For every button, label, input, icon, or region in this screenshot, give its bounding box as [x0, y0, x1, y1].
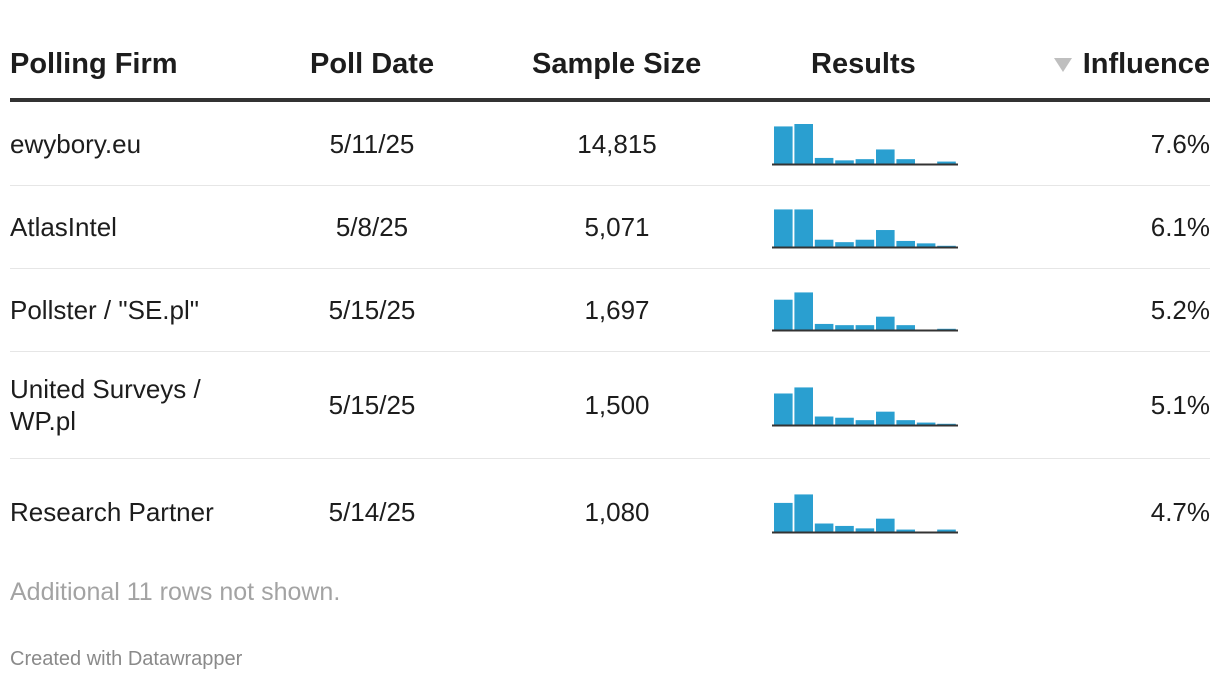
header-polling-firm[interactable]: Polling Firm	[10, 48, 178, 80]
influence-cell: 7.6%	[1150, 128, 1210, 159]
poll-date-cell: 5/15/25	[328, 390, 416, 420]
result-bar	[896, 529, 915, 532]
results-sparkbar-cell	[772, 383, 958, 427]
result-bar	[835, 525, 854, 532]
result-bar	[937, 328, 956, 330]
result-bar	[855, 158, 875, 164]
result-bar	[774, 502, 793, 532]
result-bar	[855, 239, 875, 247]
header-poll-date[interactable]: Poll Date	[310, 48, 435, 80]
result-bar	[937, 161, 956, 164]
result-bar	[876, 148, 895, 164]
result-bar	[835, 417, 854, 425]
result-bar	[876, 230, 895, 247]
datawrapper-credit: Created with Datawrapper	[10, 648, 243, 670]
polling-firm-cell: United Surveys / WP.pl	[10, 374, 201, 436]
result-bar	[896, 240, 915, 247]
result-bar	[774, 299, 793, 330]
result-bar	[855, 325, 875, 330]
influence-cell: 5.2%	[1150, 295, 1210, 325]
poll-date-cell: 5/15/25	[328, 295, 416, 325]
result-bar	[876, 316, 895, 330]
result-bar	[876, 518, 895, 532]
result-bar	[794, 494, 813, 532]
sample-size-cell: 1,697	[584, 295, 650, 325]
result-bar	[794, 123, 813, 164]
result-bar	[896, 325, 915, 330]
polling-firm-cell: AtlasIntel	[10, 212, 117, 242]
result-bar	[814, 416, 834, 425]
result-bar	[794, 292, 813, 330]
result-bar	[794, 209, 813, 247]
result-bar	[774, 125, 793, 164]
result-bar	[896, 158, 915, 164]
result-bar	[855, 528, 875, 532]
result-bar	[835, 325, 854, 330]
table-row: United Surveys / WP.pl 5/15/25 1,500 5.1%	[10, 352, 1210, 459]
result-bar	[916, 422, 936, 425]
polling-firm-cell: Pollster / "SE.pl"	[10, 295, 199, 325]
sample-size-cell: 1,080	[584, 497, 650, 527]
table-row: Research Partner 5/14/25 1,080 4.7%	[10, 459, 1210, 565]
rows-not-shown-note: Additional 11 rows not shown.	[10, 578, 341, 606]
result-bar	[855, 420, 875, 425]
result-bar	[896, 420, 915, 425]
results-sparkbar-cell	[772, 288, 958, 332]
result-bar	[794, 387, 813, 425]
poll-date-cell: 5/8/25	[335, 212, 409, 242]
poll-date-cell: 5/14/25	[328, 497, 416, 527]
result-bar	[774, 393, 793, 425]
influence-cell: 4.7%	[1150, 497, 1210, 527]
table-body: ewybory.eu 5/11/25 14,815 7.6% AtlasIntel 5/8…	[10, 102, 1210, 565]
result-bar	[774, 209, 793, 247]
header-results[interactable]: Results	[811, 48, 916, 80]
results-sparkbar-cell	[772, 122, 958, 166]
table-row: AtlasIntel 5/8/25 5,071 6.1%	[10, 186, 1210, 269]
header-sample-size[interactable]: Sample Size	[532, 48, 702, 80]
results-bar-chart	[772, 387, 958, 427]
result-bar	[814, 157, 834, 164]
table-row: Pollster / "SE.pl" 5/15/25 1,697 5.2%	[10, 269, 1210, 352]
result-bar	[937, 529, 956, 532]
table-row: ewybory.eu 5/11/25 14,815 7.6%	[10, 102, 1210, 186]
table-header: Polling Firm Poll Date Sample Size Resul…	[10, 0, 1210, 102]
result-bar	[835, 159, 854, 164]
polling-firm-cell: ewybory.eu	[10, 128, 142, 159]
result-bar	[937, 245, 956, 247]
header-influence[interactable]: Influence	[1082, 48, 1210, 80]
result-bar	[814, 523, 834, 532]
sample-size-cell: 5,071	[584, 212, 650, 242]
result-bar	[876, 411, 895, 425]
results-bar-chart	[772, 209, 958, 249]
result-bar	[916, 243, 936, 247]
result-bar	[814, 239, 834, 247]
polling-firm-cell: Research Partner	[10, 497, 214, 527]
results-bar-chart	[772, 123, 958, 165]
sample-size-cell: 14,815	[577, 128, 657, 159]
influence-cell: 5.1%	[1150, 390, 1210, 420]
results-bar-chart	[772, 292, 958, 332]
result-bar	[937, 423, 956, 425]
influence-cell: 6.1%	[1150, 212, 1210, 242]
results-sparkbar-cell	[772, 205, 958, 249]
sort-descending-icon[interactable]	[1054, 58, 1072, 72]
poll-table: Polling Firm Poll Date Sample Size Resul…	[10, 0, 1210, 565]
results-sparkbar-cell	[772, 490, 958, 534]
result-bar	[814, 323, 834, 330]
result-bar	[835, 242, 854, 247]
sample-size-cell: 1,500	[584, 390, 650, 420]
results-bar-chart	[772, 494, 958, 534]
poll-date-cell: 5/11/25	[329, 128, 415, 159]
